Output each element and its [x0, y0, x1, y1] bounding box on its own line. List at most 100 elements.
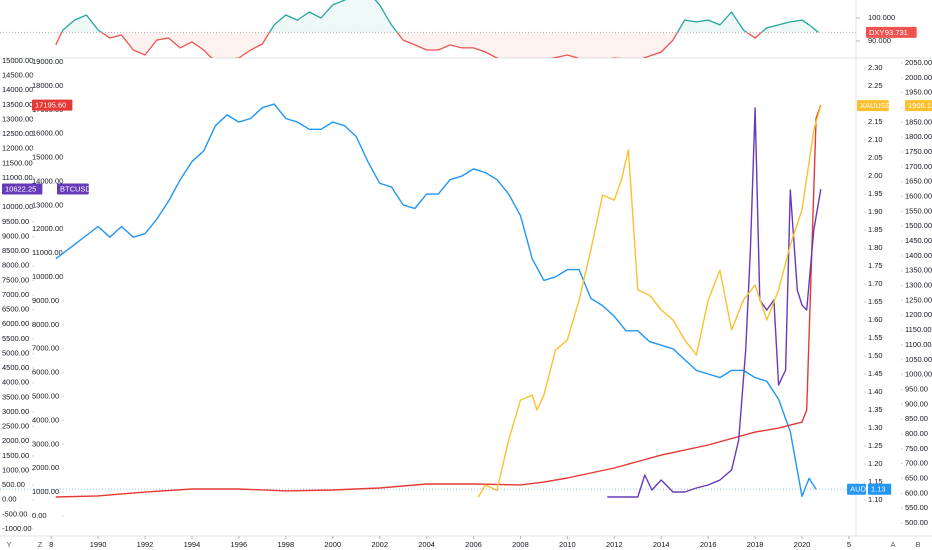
y-tick-label: 1.60 — [868, 315, 883, 324]
y-tick-label: 6500.00 — [2, 305, 29, 314]
x-tick-label: 2018 — [747, 540, 764, 549]
y-tick-label: 6000.00 — [2, 319, 29, 328]
y-tick-label: 2050.00 — [905, 58, 932, 67]
y-tick-label: 5000.00 — [2, 348, 29, 357]
y-tick-label: 9500.00 — [2, 217, 29, 226]
y-tick-label: 14000.00 — [2, 85, 33, 94]
x-tick-label: 1990 — [90, 540, 107, 549]
y-tick-label: 1150.00 — [905, 325, 932, 334]
series-name-bg — [57, 183, 89, 195]
x-tick-label: 8 — [49, 540, 53, 549]
x-tick-label: 2000 — [324, 540, 341, 549]
y-tick-label: 2000.00 — [2, 436, 29, 445]
y-tick-label: 1.90 — [868, 207, 883, 216]
y-tick-label: 1.35 — [868, 405, 883, 414]
y-tick-label: 500.00 — [2, 480, 25, 489]
x-tick-label: 1994 — [184, 540, 201, 549]
y-tick-label: 600.00 — [905, 488, 928, 497]
y-tick-label: 1100.00 — [905, 340, 932, 349]
price-label-bg — [2, 183, 43, 195]
price-label: 10622.25 — [5, 185, 36, 194]
area-below — [55, 32, 819, 58]
y-tick-label: 11000.00 — [32, 248, 63, 257]
line-below — [55, 32, 819, 58]
y-tick-label: 950.00 — [905, 384, 928, 393]
y-tick-label: 0.00 — [32, 511, 47, 520]
y-tick-label: 18000.00 — [32, 81, 63, 90]
y-tick-label: 750.00 — [905, 444, 928, 453]
y-tick-label: 14000.00 — [32, 176, 63, 185]
plot-area — [0, 103, 856, 498]
y-tick-label: 1050.00 — [905, 355, 932, 364]
y-tick-label: 3000.00 — [32, 439, 59, 448]
y-tick-label: 10000.00 — [2, 202, 33, 211]
y-tick-label: 1400.00 — [905, 251, 932, 260]
y-tick-label: 8000.00 — [32, 320, 59, 329]
price-label: 17195.60 — [35, 101, 66, 110]
y-tick-label: 1850.00 — [905, 117, 932, 126]
y-tick-label: 1.85 — [868, 225, 883, 234]
y-tick-label: 0.00 — [2, 495, 17, 504]
y-tick-label: 1000.00 — [32, 487, 59, 496]
y-tick-label: 1.75 — [868, 261, 883, 270]
y-tick-label: 7500.00 — [2, 275, 29, 284]
y-tick-label: 15000.00 — [2, 56, 33, 65]
y-tick-label: 13000.00 — [32, 200, 63, 209]
y-tick-label: 2.30 — [868, 63, 883, 72]
toolbar-button: Z — [38, 540, 43, 549]
y-tick-label: 500.00 — [905, 518, 928, 527]
y-tick-label: 1.20 — [868, 459, 883, 468]
y-tick-label: 2000.00 — [32, 463, 59, 472]
x-tick-label: 1998 — [277, 540, 294, 549]
series-name: AUD — [850, 485, 866, 494]
y-tick-label: 5000.00 — [32, 392, 59, 401]
x-tick-label: 2010 — [559, 540, 576, 549]
y-tick-label: 2.25 — [868, 81, 883, 90]
y-tick-label: 700.00 — [905, 459, 928, 468]
y-tick-label: 8500.00 — [2, 246, 29, 255]
y-tick-label: 1.25 — [868, 441, 883, 450]
y-tick-label: 11000.00 — [2, 173, 33, 182]
y-tick-label: 650.00 — [905, 473, 928, 482]
y-tick-label: 2.15 — [868, 117, 883, 126]
y-tick-label: 1350.00 — [905, 266, 932, 275]
x-tick-label: 2016 — [700, 540, 717, 549]
x-tick-label: 2002 — [371, 540, 388, 549]
series-name: DXY — [869, 28, 884, 37]
y-tick-label: 11500.00 — [2, 158, 33, 167]
y-tick-label: 8000.00 — [2, 261, 29, 270]
x-tick-label: 2004 — [418, 540, 435, 549]
toolbar-button: Y — [6, 540, 11, 549]
y-tick-label: 1.15 — [868, 477, 883, 486]
y-tick-label: 5500.00 — [2, 334, 29, 343]
y-tick-label: 1.45 — [868, 369, 883, 378]
y-tick-label: 12000.00 — [2, 144, 33, 153]
y-tick-label: 1600.00 — [905, 192, 932, 201]
y-tick-label: 4000.00 — [32, 415, 59, 424]
series-name-bg — [857, 100, 889, 112]
y-tick-label: 1500.00 — [2, 451, 29, 460]
series-name: XAUUSD — [860, 101, 892, 110]
x-tick-label: 2020 — [794, 540, 811, 549]
x-tick-label: 2012 — [606, 540, 623, 549]
price-label-bg — [905, 100, 932, 112]
toolbar-button: A — [890, 540, 895, 549]
above-zone — [61, 0, 819, 33]
price-label: 93.731 — [885, 28, 908, 37]
y-tick-label: 13000.00 — [2, 114, 33, 123]
y-tick-label: 1250.00 — [905, 295, 932, 304]
y-tick-label: 550.00 — [905, 503, 928, 512]
x-tick-label: 1996 — [231, 540, 248, 549]
series-line — [55, 104, 822, 498]
line-above — [61, 0, 819, 33]
y-tick-label: 1.70 — [868, 279, 883, 288]
y-tick-label: 15000.00 — [32, 153, 63, 162]
y-tick-label: 7000.00 — [2, 290, 29, 299]
y-tick-label: 14500.00 — [2, 71, 33, 80]
x-tick-label: 2014 — [653, 540, 670, 549]
series-line — [607, 107, 822, 498]
price-label: 1906.120 — [908, 101, 932, 110]
y-tick-label: 16000.00 — [32, 129, 63, 138]
